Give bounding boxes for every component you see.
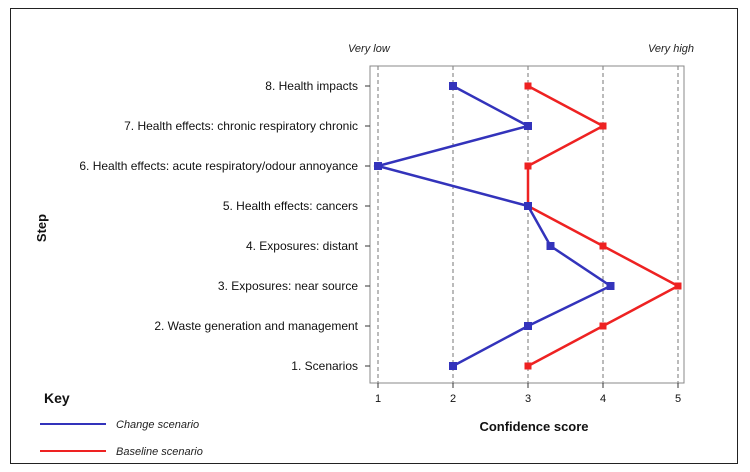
x-tick-label-3: 3 (525, 393, 531, 405)
y-tick-label-5: 5. Health effects: cancers (223, 199, 358, 213)
y-axis-label: Step (34, 214, 49, 242)
legend-label-baseline: Baseline scenario (116, 446, 203, 458)
point-change-8 (449, 82, 457, 90)
series-line-change (373, 84, 614, 368)
legend-title: Key (44, 390, 70, 406)
point-baseline-7 (599, 122, 607, 130)
x-tick-label-5: 5 (675, 393, 681, 405)
point-change-6 (374, 162, 382, 170)
point-change-3 (606, 282, 615, 290)
point-change-1 (449, 362, 457, 370)
point-change-7 (524, 122, 532, 130)
x-ticks: 1 2 3 4 5 (375, 383, 681, 405)
grid-lines (377, 66, 679, 383)
point-baseline-1 (524, 362, 532, 370)
x-tick-label-1: 1 (375, 393, 381, 405)
series-line-baseline (526, 84, 681, 368)
point-baseline-3 (674, 282, 682, 290)
point-change-4 (546, 242, 555, 250)
y-tick-label-2: 2. Waste generation and management (154, 319, 358, 333)
y-ticks: 1. Scenarios 2. Waste generation and mana… (79, 79, 370, 373)
legend-label-change: Change scenario (116, 419, 199, 431)
x-end-label-high: Very high (648, 43, 694, 55)
point-baseline-2 (599, 322, 607, 330)
y-tick-label-4: 4. Exposures: distant (246, 239, 359, 253)
y-tick-label-1: 1. Scenarios (291, 359, 358, 373)
figure-frame (10, 8, 738, 464)
point-baseline-4 (599, 242, 607, 250)
y-tick-label-7: 7. Health effects: chronic respiratory c… (124, 119, 358, 133)
y-tick-label-8: 8. Health impacts (265, 79, 358, 93)
series-baseline (524, 82, 682, 370)
series-change (373, 82, 615, 370)
x-end-label-low: Very low (348, 43, 391, 55)
point-change-2 (524, 322, 532, 330)
point-change-5 (524, 202, 532, 210)
point-baseline-8 (524, 82, 532, 90)
point-baseline-6 (524, 162, 532, 170)
x-tick-label-2: 2 (450, 393, 456, 405)
x-axis-label: Confidence score (479, 419, 588, 434)
x-tick-label-4: 4 (600, 393, 606, 405)
y-tick-label-6: 6. Health effects: acute respiratory/odo… (79, 159, 358, 173)
plot-area-border (369, 65, 685, 384)
series-lines (373, 82, 682, 370)
legend: Key Change scenario Baseline scenario (40, 390, 203, 458)
y-tick-label-3: 3. Exposures: near source (218, 279, 358, 293)
